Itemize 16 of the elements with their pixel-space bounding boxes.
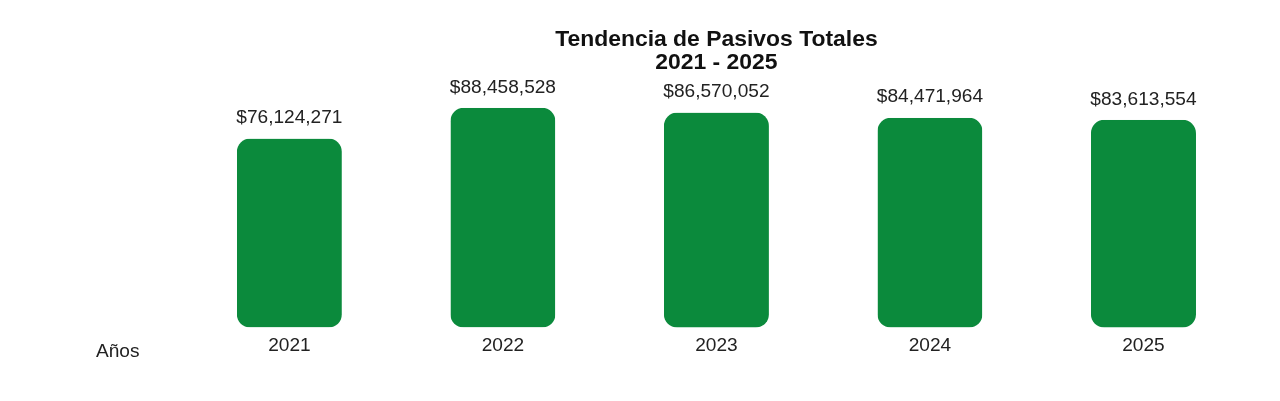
- data-label: $83,613,554: [1090, 87, 1197, 109]
- bar: [1090, 119, 1196, 328]
- data-label: $86,570,052: [663, 80, 770, 102]
- bar: [236, 138, 342, 328]
- data-label: $84,471,964: [876, 85, 984, 107]
- bar: [663, 112, 769, 328]
- x-tick-label: 2025: [1122, 333, 1165, 355]
- data-label: $76,124,271: [236, 106, 343, 128]
- data-label: $88,458,528: [449, 75, 556, 97]
- x-axis-title: Años: [96, 339, 140, 361]
- x-tick-label: 2024: [908, 333, 952, 355]
- x-tick-label: 2023: [695, 333, 738, 355]
- x-tick-label: 2021: [268, 333, 311, 355]
- x-tick-label: 2022: [481, 333, 525, 355]
- bar: [450, 107, 556, 328]
- bar: [877, 117, 983, 328]
